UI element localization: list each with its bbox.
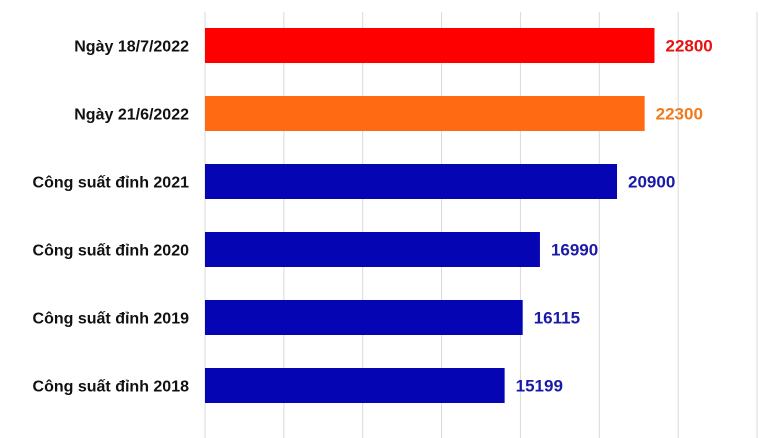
category-label: Công suất đỉnh 2019 [33,311,190,328]
value-label: 16990 [551,241,598,260]
value-label: 15199 [516,377,563,396]
category-label: Công suất đỉnh 2018 [33,379,190,396]
value-label: 22300 [656,105,703,124]
grid-lines [204,12,758,438]
category-label: Công suất đỉnh 2021 [33,175,190,192]
value-label: 16115 [534,309,580,328]
bar [205,164,618,199]
bar [205,368,505,403]
category-label: Công suất đỉnh 2020 [33,243,190,260]
bar [205,232,540,267]
value-label: 22800 [665,37,712,56]
value-labels: 22800 22300 20900 16990 16115 15199 [516,37,713,396]
bar [205,28,655,63]
category-labels: Ngày 18/7/2022 Ngày 21/6/2022 Công suất đỉ… [33,39,190,396]
category-label: Ngày 18/7/2022 [74,39,189,56]
bar [205,96,645,131]
bars [205,28,655,403]
category-label: Ngày 21/6/2022 [74,107,189,124]
value-label: 20900 [628,173,675,192]
bar [205,300,523,335]
